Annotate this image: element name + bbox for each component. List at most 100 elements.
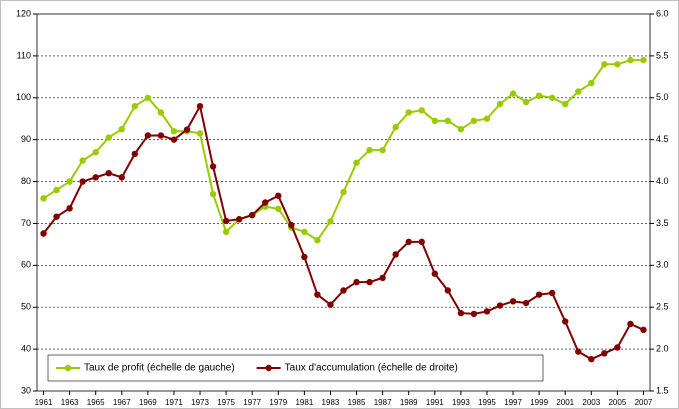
data-point (40, 195, 47, 202)
data-point (405, 109, 412, 116)
x-tick-label: 1987 (374, 398, 392, 407)
y-tick-label: 80 (21, 176, 31, 186)
data-point (314, 237, 321, 244)
y-tick-label: 70 (21, 218, 31, 228)
data-point (144, 94, 152, 101)
x-tick-label: 1967 (113, 398, 131, 407)
x-tick-label: 1979 (269, 398, 287, 407)
data-point (588, 79, 595, 87)
data-point (170, 136, 178, 143)
data-point (275, 192, 282, 199)
x-tick-label: 1965 (87, 398, 105, 407)
data-point (196, 102, 204, 110)
data-point (353, 278, 360, 286)
data-point (66, 178, 73, 185)
legend-label: Taux de profit (échelle de gauche) (84, 363, 235, 374)
data-point (301, 253, 308, 261)
data-point (92, 174, 99, 181)
data-point (183, 126, 191, 133)
y2-tick-label: 1.5 (656, 385, 669, 395)
data-point (640, 56, 647, 64)
data-point (79, 157, 86, 164)
data-point (640, 326, 647, 334)
data-point (131, 102, 139, 110)
data-point (614, 344, 621, 351)
data-point (196, 130, 204, 137)
data-point (209, 190, 217, 198)
y-tick-label: 110 (17, 50, 31, 60)
legend-marker (64, 364, 72, 372)
data-point (118, 174, 125, 181)
data-point (627, 56, 634, 64)
data-point (392, 123, 399, 131)
x-tick-label: 1993 (452, 398, 470, 407)
y2-tick-label: 2.5 (656, 302, 669, 312)
x-tick-label: 1991 (426, 398, 444, 407)
x-tick-label: 1983 (322, 398, 340, 407)
legend-box (47, 354, 544, 382)
data-point (340, 188, 347, 196)
y2-tick-label: 4.0 (656, 176, 669, 186)
x-tick-label: 2007 (635, 398, 653, 407)
data-point (40, 230, 47, 237)
data-point (483, 308, 491, 315)
data-point (314, 291, 321, 298)
y2-tick-label: 5.5 (656, 50, 669, 60)
y2-tick-label: 4.5 (656, 134, 669, 144)
data-point (483, 115, 491, 122)
data-point (105, 169, 112, 177)
y2-tick-label: 6.0 (656, 8, 669, 18)
legend-marker (265, 364, 272, 372)
data-point (405, 238, 412, 246)
data-point (575, 348, 582, 355)
data-point (444, 287, 452, 294)
y-tick-label: 100 (16, 92, 31, 102)
data-point (601, 350, 608, 357)
x-tick-label: 1999 (530, 398, 548, 407)
data-point (588, 355, 595, 363)
data-point (235, 216, 243, 223)
data-point (601, 61, 608, 68)
data-point (288, 221, 295, 229)
y-tick-label: 90 (21, 134, 31, 144)
data-point (222, 228, 230, 236)
data-point (535, 291, 543, 298)
legend-label: Taux d'accumulation (échelle de droite) (285, 363, 458, 374)
x-tick-label: 1977 (243, 398, 261, 407)
y-tick-label: 30 (21, 385, 31, 395)
data-point (170, 128, 178, 135)
x-tick-label: 1969 (139, 398, 157, 407)
data-point (157, 109, 165, 116)
data-point (366, 278, 373, 286)
data-point (301, 228, 308, 236)
x-tick-label: 1981 (295, 398, 313, 407)
x-tick-label: 1989 (400, 398, 418, 407)
y2-tick-label: 3.0 (656, 260, 669, 270)
x-tick-label: 1985 (348, 398, 366, 407)
data-point (418, 238, 425, 246)
data-point (509, 90, 517, 97)
data-point (562, 318, 569, 325)
data-point (470, 117, 478, 125)
data-point (431, 270, 438, 277)
data-point (562, 100, 569, 108)
y2-tick-label: 3.5 (656, 218, 669, 228)
data-point (548, 289, 556, 297)
x-tick-label: 1997 (504, 398, 522, 407)
data-point (444, 117, 452, 125)
data-point (548, 94, 556, 101)
data-point (144, 132, 152, 139)
data-point (496, 302, 504, 309)
data-point (535, 92, 543, 99)
data-point (470, 310, 478, 318)
y2-tick-label: 5.0 (656, 92, 669, 102)
data-point (222, 217, 230, 225)
data-point (131, 150, 139, 158)
data-point (53, 186, 60, 194)
y-tick-label: 40 (21, 343, 31, 353)
data-point (66, 205, 73, 212)
data-point (53, 213, 60, 220)
x-tick-label: 1963 (61, 398, 79, 407)
